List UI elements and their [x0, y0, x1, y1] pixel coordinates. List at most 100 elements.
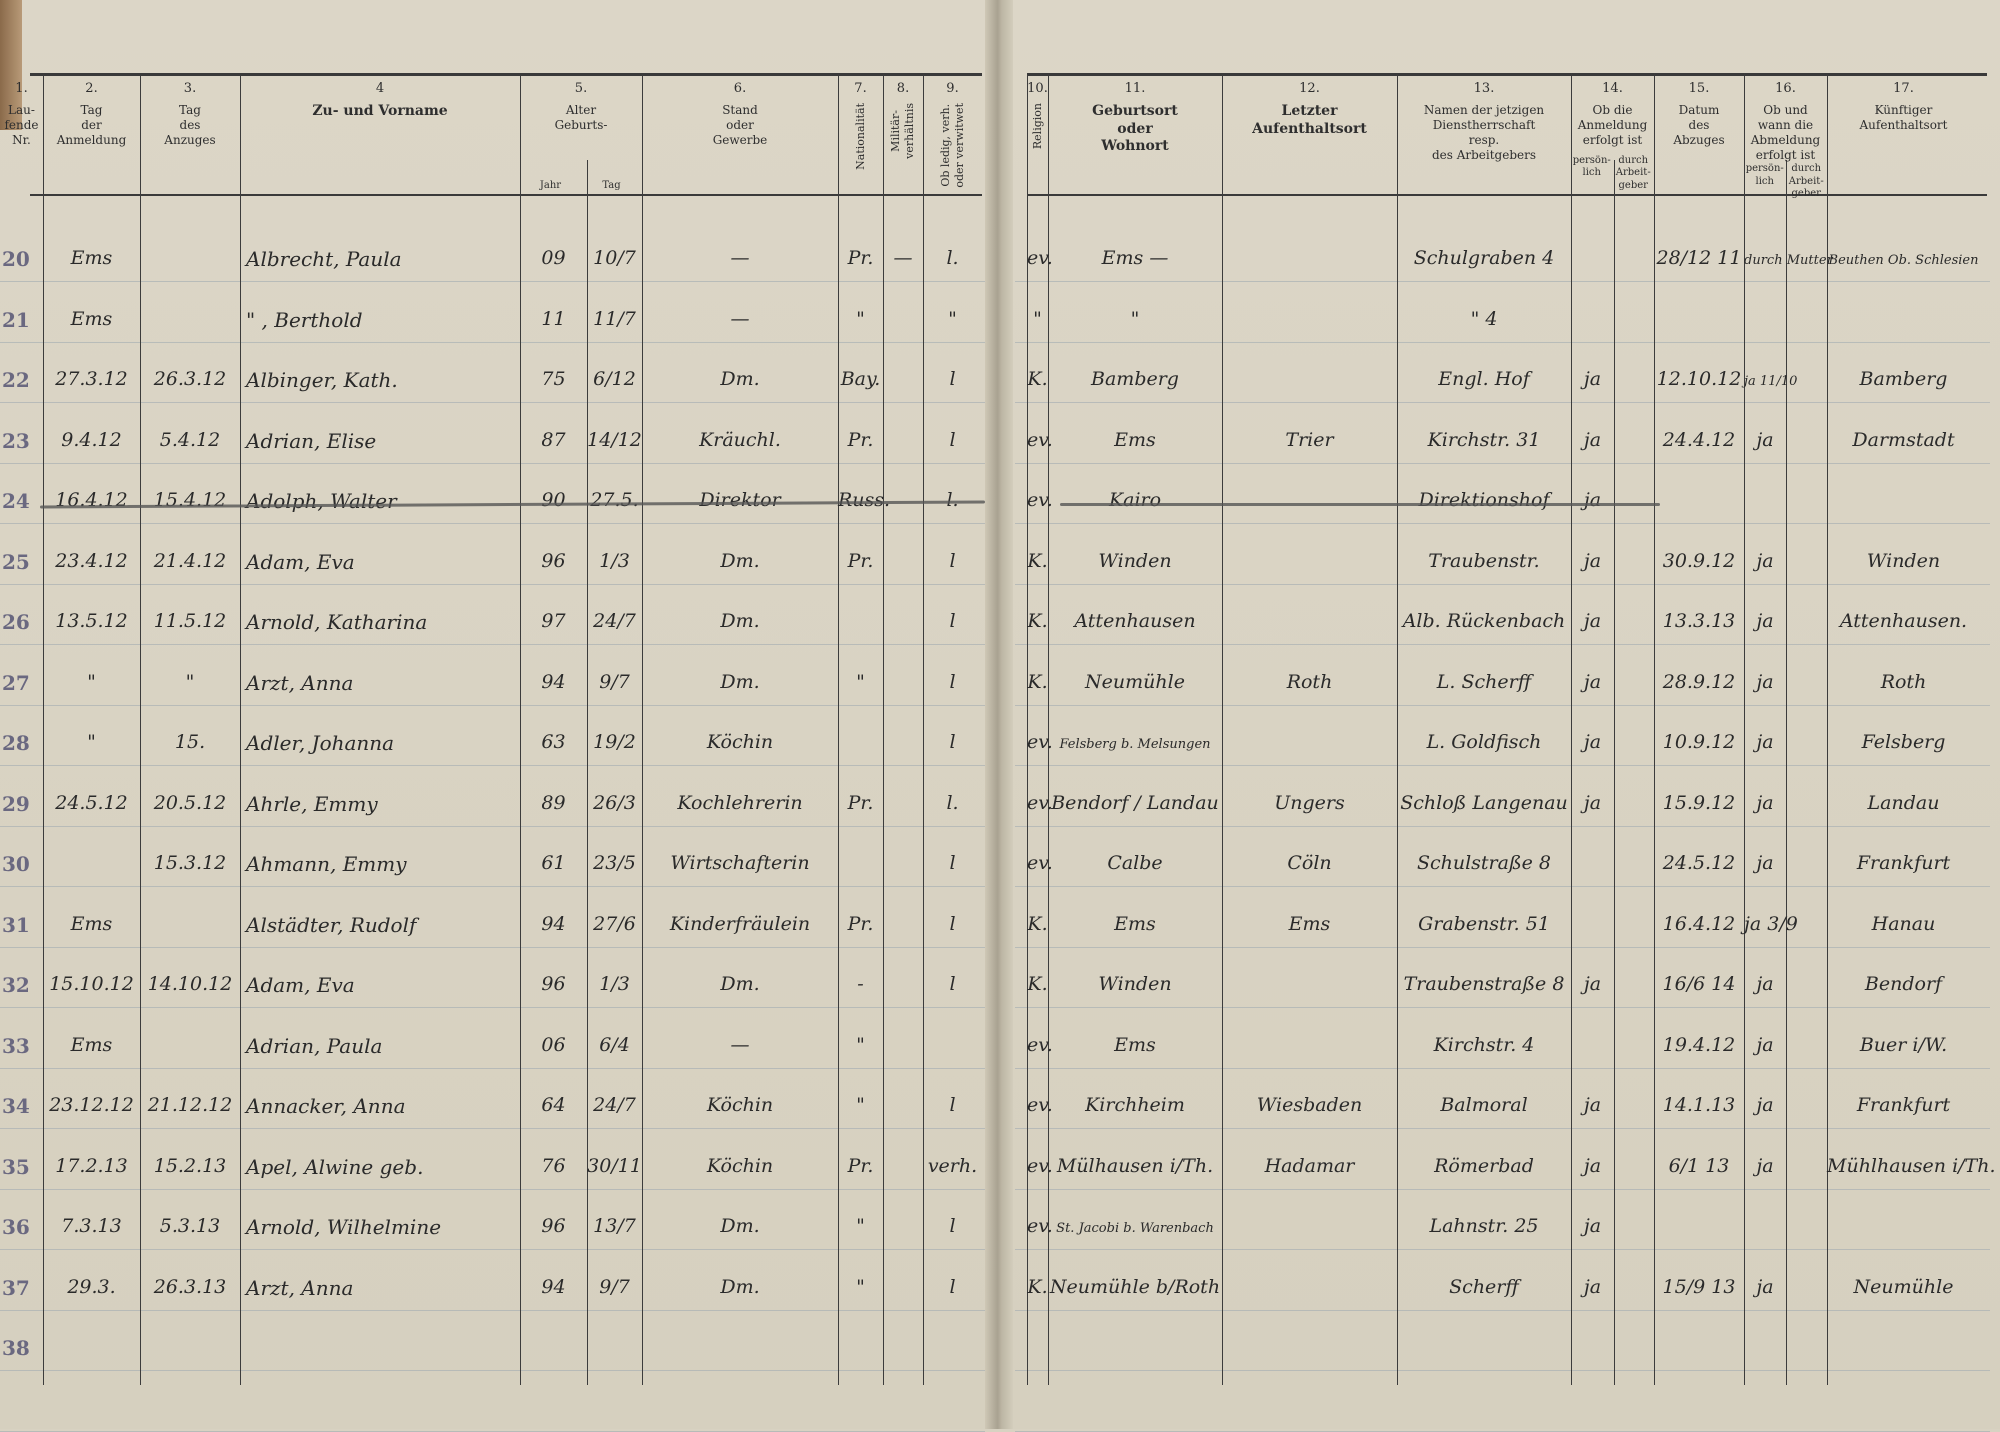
- row-dienst: Engl. Hof: [1438, 368, 1530, 390]
- column-rule: [1397, 73, 1398, 1385]
- row-nat: Russ.: [838, 489, 891, 511]
- column-title: Militär- verhältnis: [889, 103, 916, 160]
- row-nat: ": [856, 1276, 865, 1298]
- column-number: 15.: [1688, 81, 1710, 96]
- row-anm: 13.5.12: [55, 610, 128, 632]
- row-jahr: 75: [541, 368, 566, 390]
- row-geb: Ems: [1114, 913, 1156, 935]
- row-datum: 15/9 13: [1662, 1276, 1736, 1298]
- row-abm-pers: ja: [1756, 1155, 1774, 1177]
- column-rule: [1786, 160, 1787, 1385]
- row-lfd: 33: [2, 1034, 30, 1058]
- ruled-line: [0, 523, 985, 524]
- row-geb: Calbe: [1107, 852, 1163, 874]
- row-kuenft: Bamberg: [1859, 368, 1948, 390]
- column-title: Ob und wann die Abmeldung erfolgt ist: [1750, 103, 1821, 163]
- row-abm-pers: durch Mutter: [1744, 253, 1833, 268]
- row-tag: 13/7: [593, 1215, 636, 1237]
- row-geb: Neumühle: [1085, 671, 1185, 693]
- row-datum: 12.10.12: [1656, 368, 1742, 390]
- row-fam: ": [948, 308, 957, 330]
- row-dienst: Balmoral: [1440, 1094, 1528, 1116]
- ruled-line: [0, 1249, 985, 1250]
- row-name: Adler, Johanna: [246, 731, 395, 755]
- row-anz: 5.4.12: [159, 429, 221, 451]
- column-title: Alter Geburts-: [554, 103, 608, 133]
- row-nat: ": [856, 671, 865, 693]
- row-lfd: 26: [2, 610, 30, 634]
- row-letzt: Wiesbaden: [1256, 1094, 1363, 1116]
- row-geb: Neumühle b/Roth: [1049, 1276, 1221, 1298]
- row-stand: Dm.: [720, 671, 760, 693]
- ruled-line: [0, 644, 985, 645]
- row-dienst: Schulstraße 8: [1416, 852, 1552, 874]
- ruled-line: [0, 826, 985, 827]
- row-pers: ja: [1583, 1094, 1602, 1116]
- column-rule: [43, 73, 44, 1385]
- ruled-line: [1015, 1068, 1990, 1069]
- column-title: Tag der Anmeldung: [56, 103, 127, 148]
- row-abm-pers: ja: [1756, 1034, 1774, 1056]
- column-header: 17. Künftiger Aufenthaltsort: [1827, 81, 1980, 192]
- row-lfd: 32: [2, 973, 30, 997]
- column-header: 16. Ob und wann die Abmeldung erfolgt ist…: [1744, 81, 1827, 199]
- row-stand: Dm.: [720, 550, 760, 572]
- row-rel: ev.: [1027, 429, 1053, 451]
- row-abm-pers: ja: [1756, 610, 1774, 632]
- row-pers: ja: [1583, 671, 1602, 693]
- row-abm-pers: ja: [1756, 792, 1774, 814]
- row-jahr: 11: [541, 308, 566, 330]
- row-anm: Ems: [70, 1034, 113, 1056]
- ruled-line: [0, 1189, 985, 1190]
- row-lfd: 35: [2, 1155, 30, 1179]
- header-top-rule: [30, 73, 982, 76]
- row-tag: 26/3: [593, 792, 636, 814]
- row-fam: l: [949, 852, 956, 874]
- row-tag: 30/11: [587, 1155, 642, 1177]
- column-rule: [1744, 73, 1745, 1385]
- row-nat: Pr.: [847, 550, 874, 572]
- row-geb: St. Jacobi b. Warenbach: [1056, 1221, 1214, 1236]
- row-geb: ": [1130, 308, 1140, 330]
- ruled-line: [0, 1370, 985, 1371]
- row-anz: 15.: [174, 731, 206, 753]
- row-fam: l: [949, 610, 956, 632]
- row-anm: 29.3.: [67, 1276, 116, 1298]
- column-title: Zu- und Vorname: [312, 103, 448, 120]
- row-name: Adrian, Elise: [246, 429, 377, 453]
- row-name: Arnold, Katharina: [246, 610, 428, 634]
- row-jahr: 90: [541, 489, 566, 511]
- row-letzt: Hadamar: [1264, 1155, 1355, 1177]
- row-abm-pers: ja: [1756, 973, 1774, 995]
- row-rel: ev.: [1027, 1094, 1053, 1116]
- row-anm: 17.2.13: [55, 1155, 128, 1177]
- ruled-line: [0, 947, 985, 948]
- row-geb: Winden: [1098, 973, 1172, 995]
- column-header: 11. Geburtsort oder Wohnort: [1048, 81, 1222, 192]
- row-name: Apel, Alwine geb.: [246, 1155, 424, 1179]
- column-subtitle: persön- lich: [1745, 163, 1784, 187]
- row-nat: -: [857, 973, 864, 995]
- row-tag: 6/12: [593, 368, 636, 390]
- column-header: 2. Tag der Anmeldung: [43, 81, 140, 192]
- row-pers: ja: [1583, 489, 1602, 511]
- ruled-line: [0, 705, 985, 706]
- row-kuenft: Beuthen Ob. Schlesien: [1828, 253, 1979, 268]
- row-dienst: L. Goldfisch: [1426, 731, 1542, 753]
- column-header: 10. Religion: [1027, 81, 1048, 192]
- column-title: Künftiger Aufenthaltsort: [1859, 103, 1948, 133]
- row-jahr: 63: [541, 731, 566, 753]
- row-kuenft: Neumühle: [1853, 1276, 1954, 1298]
- row-fam: l: [949, 1094, 956, 1116]
- ruled-line: [1015, 402, 1990, 403]
- row-jahr: 94: [541, 913, 566, 935]
- row-name: Adam, Eva: [246, 550, 355, 574]
- row-stand: —: [730, 1034, 750, 1056]
- row-anm: 24.5.12: [55, 792, 128, 814]
- strike-through-line: [1060, 503, 1660, 506]
- column-subtitle: persön- lich: [1572, 154, 1611, 179]
- row-geb: Mülhausen i/Th.: [1056, 1155, 1214, 1177]
- row-jahr: 94: [541, 671, 566, 693]
- row-jahr: 06: [541, 1034, 566, 1056]
- column-header: 13. Namen der jetzigen Dienstherrschaft r…: [1397, 81, 1571, 192]
